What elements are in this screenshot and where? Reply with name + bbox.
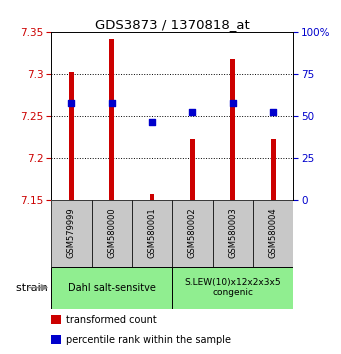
- Text: GSM579999: GSM579999: [67, 208, 76, 258]
- Text: S.LEW(10)x12x2x3x5
congenic: S.LEW(10)x12x2x3x5 congenic: [184, 278, 281, 297]
- Bar: [69, 72, 74, 200]
- Bar: [212, 200, 253, 267]
- Title: GDS3873 / 1370818_at: GDS3873 / 1370818_at: [95, 18, 250, 31]
- Text: GSM580003: GSM580003: [228, 208, 237, 258]
- Text: GSM580001: GSM580001: [148, 208, 157, 258]
- Bar: [230, 59, 235, 200]
- Text: GSM580002: GSM580002: [188, 208, 197, 258]
- Text: GSM580004: GSM580004: [269, 208, 278, 258]
- Point: [69, 100, 74, 106]
- Point: [190, 109, 195, 114]
- Bar: [172, 200, 212, 267]
- Text: transformed count: transformed count: [66, 315, 157, 325]
- Bar: [91, 200, 132, 267]
- Bar: [172, 267, 293, 309]
- Bar: [132, 200, 172, 267]
- Bar: [150, 194, 154, 200]
- Point: [109, 100, 114, 106]
- Bar: [109, 39, 114, 200]
- Bar: [51, 335, 61, 344]
- Text: GSM580000: GSM580000: [107, 208, 116, 258]
- Bar: [271, 139, 276, 200]
- Bar: [51, 200, 91, 267]
- Bar: [253, 200, 293, 267]
- Text: percentile rank within the sample: percentile rank within the sample: [66, 335, 231, 344]
- Bar: [190, 139, 195, 200]
- Point: [270, 109, 276, 114]
- Bar: [51, 315, 61, 325]
- Point: [149, 120, 155, 125]
- Text: strain: strain: [16, 282, 51, 292]
- Point: [230, 100, 235, 106]
- Bar: [51, 267, 172, 309]
- Text: Dahl salt-sensitve: Dahl salt-sensitve: [68, 282, 155, 292]
